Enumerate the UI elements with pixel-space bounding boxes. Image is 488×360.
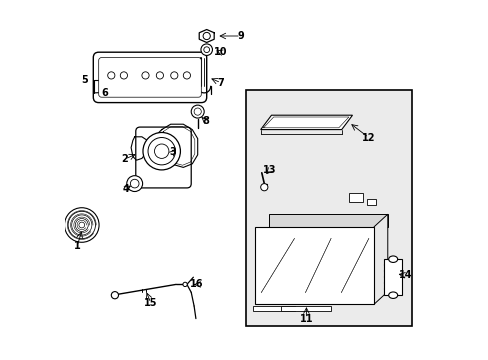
Bar [255, 227, 373, 304]
Circle shape [75, 219, 88, 231]
Circle shape [142, 72, 149, 79]
Text: 6: 6 [101, 88, 108, 98]
Circle shape [170, 72, 178, 79]
Text: 8: 8 [202, 116, 209, 126]
Text: 14: 14 [398, 270, 411, 280]
Circle shape [183, 72, 190, 79]
Text: 11: 11 [299, 314, 312, 324]
Polygon shape [268, 214, 387, 227]
Ellipse shape [388, 292, 397, 298]
Circle shape [130, 179, 139, 188]
Circle shape [107, 72, 115, 79]
Text: 13: 13 [263, 165, 276, 175]
FancyBboxPatch shape [99, 58, 201, 97]
Circle shape [64, 208, 99, 242]
Circle shape [154, 144, 168, 158]
Text: 4: 4 [122, 184, 129, 194]
Circle shape [201, 44, 212, 55]
Text: 15: 15 [144, 298, 157, 308]
Text: 9: 9 [237, 31, 244, 41]
Bar [246, 90, 411, 326]
Circle shape [203, 32, 210, 40]
Bar [348, 193, 363, 202]
Circle shape [142, 132, 180, 170]
Text: 3: 3 [169, 147, 176, 157]
Circle shape [260, 184, 267, 191]
Bar [384, 259, 401, 295]
Circle shape [126, 176, 142, 192]
Circle shape [156, 72, 163, 79]
Circle shape [120, 72, 127, 79]
Polygon shape [373, 214, 387, 304]
Bar [366, 199, 375, 205]
Circle shape [191, 105, 204, 118]
Circle shape [203, 47, 209, 53]
Polygon shape [253, 306, 294, 311]
Text: 5: 5 [81, 75, 87, 85]
Circle shape [111, 292, 118, 299]
Circle shape [194, 108, 201, 115]
FancyBboxPatch shape [136, 127, 191, 188]
Text: 2: 2 [122, 154, 128, 164]
Text: 12: 12 [361, 132, 375, 143]
Circle shape [148, 138, 175, 165]
Ellipse shape [388, 256, 397, 262]
Circle shape [72, 215, 92, 235]
Polygon shape [260, 115, 352, 130]
Circle shape [68, 211, 95, 239]
FancyBboxPatch shape [93, 52, 206, 103]
Circle shape [183, 282, 187, 287]
Text: 16: 16 [190, 279, 203, 289]
Text: 1: 1 [74, 241, 81, 251]
Text: 10: 10 [214, 47, 227, 57]
Circle shape [79, 222, 84, 228]
Text: 7: 7 [217, 78, 224, 88]
Polygon shape [280, 306, 330, 311]
